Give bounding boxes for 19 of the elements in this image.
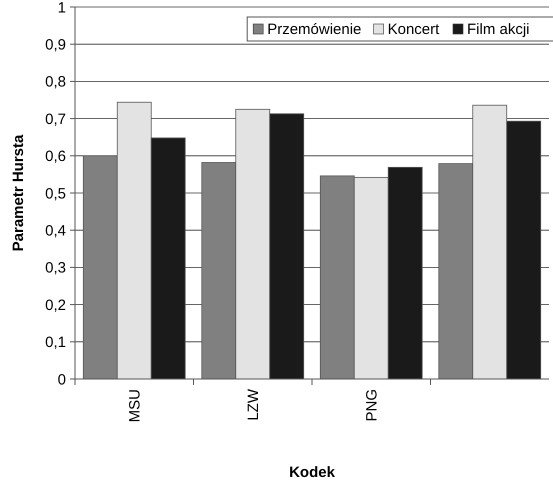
x-tick-label: LZW xyxy=(245,388,262,421)
y-tick-label: 0,4 xyxy=(45,222,66,240)
y-tick-label: 0,9 xyxy=(45,36,66,54)
y-axis-title: Parametr Hursta xyxy=(10,134,27,252)
x-axis-title: Kodek xyxy=(289,464,336,481)
legend-label: Film akcji xyxy=(467,21,530,38)
y-tick-label: 0,6 xyxy=(45,148,66,166)
x-tick-label: MSU xyxy=(126,389,144,422)
legend-label: Przemówienie xyxy=(267,21,362,38)
y-tick-label: 0,5 xyxy=(45,185,66,202)
y-tick-label: 0,3 xyxy=(45,260,66,277)
legend-label: Koncert xyxy=(388,21,440,38)
y-tick-label: 0,2 xyxy=(45,296,66,314)
y-tick-label: 0,1 xyxy=(45,334,66,352)
y-tick-label: 0,7 xyxy=(45,110,66,128)
x-tick-label: PNG xyxy=(364,389,380,422)
y-tick-label: 0 xyxy=(58,371,66,388)
y-tick-label: 1 xyxy=(58,0,66,16)
y-tick-label: 0,8 xyxy=(45,74,66,91)
